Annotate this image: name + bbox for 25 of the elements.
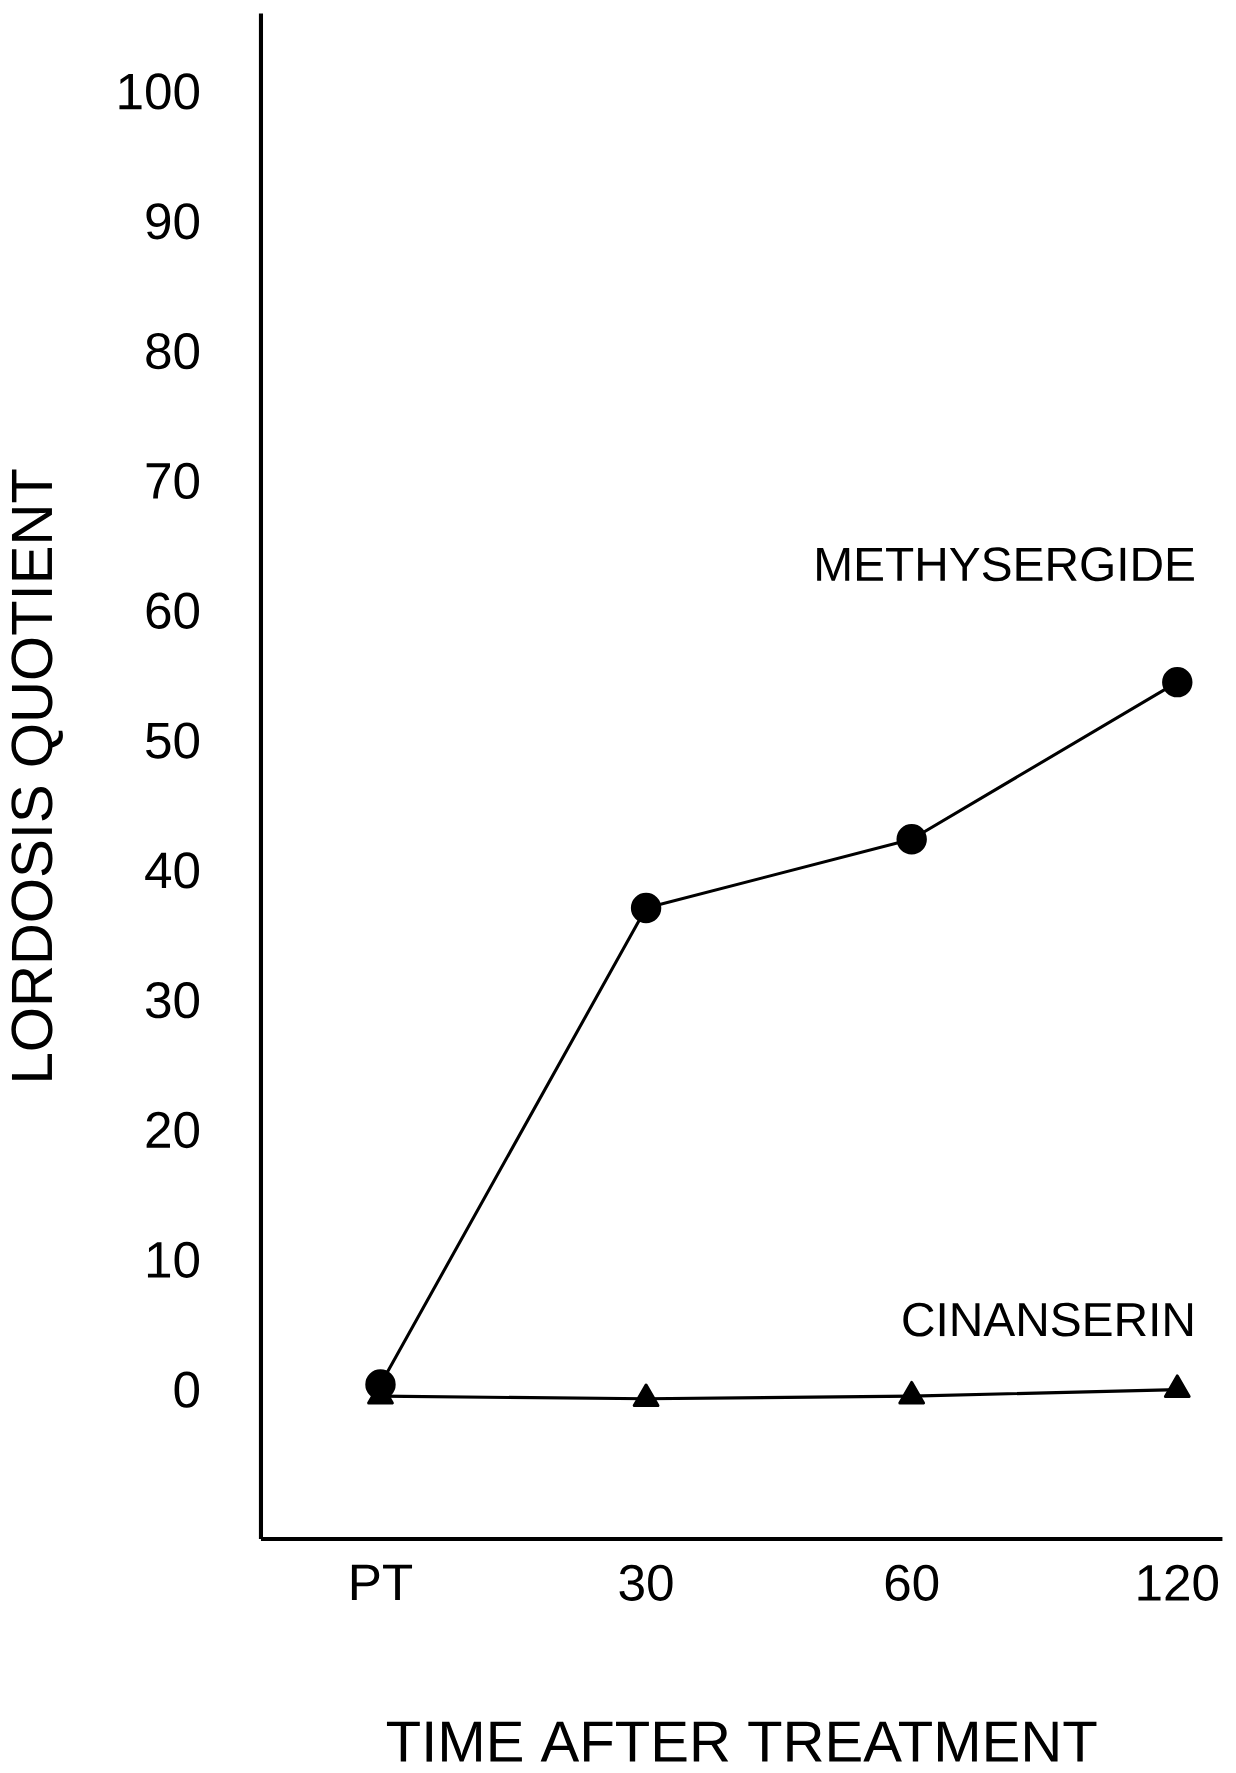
y-tick-label: 100 <box>119 73 199 110</box>
point <box>630 892 662 924</box>
y-tick-label: 50 <box>146 722 199 759</box>
point <box>632 1383 660 1408</box>
x-axis-title: TIME AFTER TREATMENT <box>386 1721 1097 1762</box>
y-tick-label: 30 <box>145 982 199 1019</box>
x-tick-label: PT <box>351 1564 413 1600</box>
series-label: CINANSERIN <box>903 1302 1193 1337</box>
x-tick-label: 30 <box>619 1564 673 1601</box>
y-tick-label: 70 <box>146 462 199 500</box>
point <box>898 1380 926 1405</box>
point <box>1163 1374 1191 1399</box>
y-tick-label: 60 <box>146 592 199 629</box>
y-axis-title: LORDOSIS QUOTIENT <box>11 469 63 1080</box>
series-label: METHYSERGIDE <box>817 547 1194 582</box>
y-tick-label: 20 <box>146 1111 199 1149</box>
point <box>1162 666 1193 698</box>
y-tick-label: 80 <box>146 332 199 370</box>
y-tick-label: 40 <box>145 852 199 889</box>
point <box>896 824 927 855</box>
y-tick-label: 0 <box>174 1371 200 1408</box>
y-tick-label: 10 <box>147 1241 199 1278</box>
x-tick-label: 120 <box>1138 1564 1218 1601</box>
x-tick-label: 60 <box>885 1564 939 1601</box>
y-tick-label: 90 <box>146 203 199 240</box>
